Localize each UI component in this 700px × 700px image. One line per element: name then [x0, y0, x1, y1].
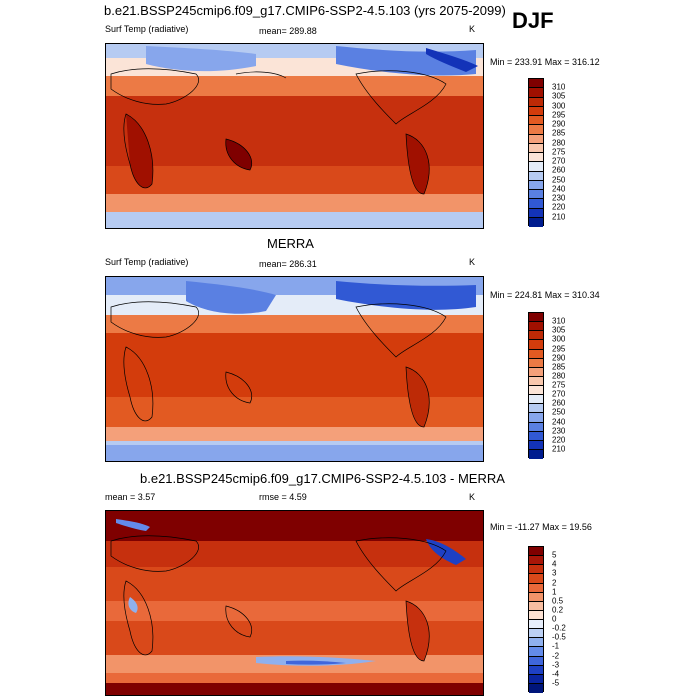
panel3-rmse-label: rmse = 4.59 — [259, 492, 307, 502]
tick-label: 310 — [552, 316, 566, 326]
tick-label: -2 — [552, 651, 560, 661]
tick-label: 1 — [552, 587, 557, 597]
tick-label: 3 — [552, 568, 557, 578]
tick-label: 220 — [552, 202, 566, 212]
panel1-unit: K — [469, 24, 476, 34]
tick-label: 0 — [552, 614, 557, 624]
tick-label: 5 — [552, 550, 557, 560]
panel2-minmax: Min = 224.81 Max = 310.34 — [490, 290, 600, 300]
tick-label: 305 — [552, 325, 566, 335]
tick-label: 300 — [552, 101, 566, 111]
panel3-map — [105, 510, 484, 696]
panel3-unit: K — [469, 492, 476, 502]
panel2-map — [105, 276, 484, 462]
panel1-minmax: Min = 233.91 Max = 316.12 — [490, 57, 600, 67]
tick-label: 270 — [552, 156, 566, 166]
tick-label: 210 — [552, 212, 566, 222]
panel2-colorbar — [528, 312, 544, 459]
tick-label: -3 — [552, 660, 560, 670]
tick-label: 210 — [552, 444, 566, 454]
tick-label: 240 — [552, 184, 566, 194]
tick-label: 295 — [552, 110, 566, 120]
tick-label: -1 — [552, 641, 560, 651]
tick-label: 285 — [552, 362, 566, 372]
tick-label: -0.5 — [552, 632, 566, 642]
tick-label: 310 — [552, 82, 566, 92]
tick-label: 230 — [552, 426, 566, 436]
tick-label: 280 — [552, 138, 566, 148]
panel2-heading: MERRA — [267, 236, 314, 251]
tick-label: 240 — [552, 417, 566, 427]
tick-label: 270 — [552, 389, 566, 399]
tick-label: 230 — [552, 193, 566, 203]
tick-label: 295 — [552, 344, 566, 354]
panel3-heading: b.e21.BSSP245cmip6.f09_g17.CMIP6-SSP2-4.… — [140, 471, 505, 486]
tick-label: 220 — [552, 435, 566, 445]
tick-label: 2 — [552, 578, 557, 588]
tick-label: 250 — [552, 175, 566, 185]
tick-label: 4 — [552, 559, 557, 569]
tick-label: 275 — [552, 380, 566, 390]
panel1-variable-label: Surf Temp (radiative) — [105, 24, 189, 34]
tick-label: 305 — [552, 91, 566, 101]
panel1-map — [105, 43, 484, 229]
tick-label: 285 — [552, 128, 566, 138]
panel1-colorbar — [528, 78, 544, 227]
tick-label: 260 — [552, 165, 566, 175]
tick-label: 290 — [552, 119, 566, 129]
tick-label: 0.2 — [552, 605, 564, 615]
tick-label: -0.2 — [552, 623, 566, 633]
tick-label: 280 — [552, 371, 566, 381]
season-label: DJF — [512, 8, 554, 33]
tick-label: 300 — [552, 334, 566, 344]
tick-label: 250 — [552, 407, 566, 417]
tick-label: 275 — [552, 147, 566, 157]
tick-label: -4 — [552, 669, 560, 679]
panel3-minmax: Min = -11.27 Max = 19.56 — [490, 522, 592, 532]
tick-label: 290 — [552, 353, 566, 363]
panel3-colorbar — [528, 546, 544, 693]
panel2-unit: K — [469, 257, 476, 267]
panel2-variable-label: Surf Temp (radiative) — [105, 257, 189, 267]
tick-label: 260 — [552, 398, 566, 408]
panel3-mean-label: mean = 3.57 — [105, 492, 156, 502]
panel2-mean-label: mean= 286.31 — [259, 259, 317, 269]
panel1-mean-label: mean= 289.88 — [259, 26, 317, 36]
tick-label: -5 — [552, 678, 560, 688]
tick-label: 0.5 — [552, 596, 564, 606]
main-title: b.e21.BSSP245cmip6.f09_g17.CMIP6-SSP2-4.… — [104, 3, 506, 18]
